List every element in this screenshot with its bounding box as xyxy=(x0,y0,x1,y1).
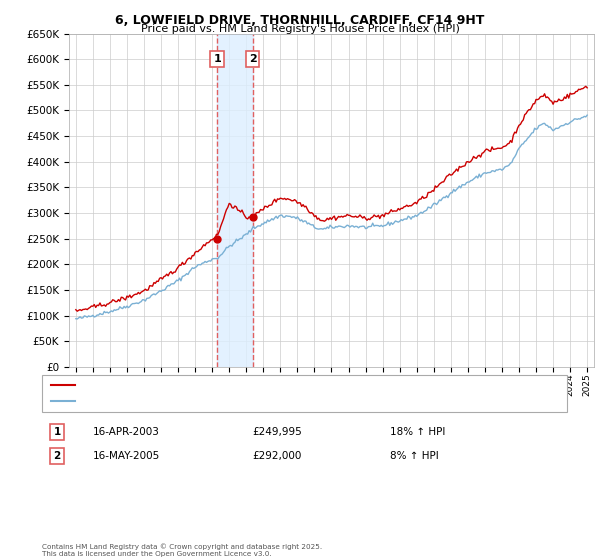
Text: 6, LOWFIELD DRIVE, THORNHILL, CARDIFF, CF14 9HT (detached house): 6, LOWFIELD DRIVE, THORNHILL, CARDIFF, C… xyxy=(80,381,400,390)
Text: 16-MAY-2005: 16-MAY-2005 xyxy=(93,451,160,461)
Bar xyxy=(217,34,253,367)
Text: £249,995: £249,995 xyxy=(252,427,302,437)
Text: 16-APR-2003: 16-APR-2003 xyxy=(93,427,160,437)
Text: 6, LOWFIELD DRIVE, THORNHILL, CARDIFF, CF14 9HT: 6, LOWFIELD DRIVE, THORNHILL, CARDIFF, C… xyxy=(115,14,485,27)
Text: Price paid vs. HM Land Registry's House Price Index (HPI): Price paid vs. HM Land Registry's House … xyxy=(140,24,460,34)
Text: HPI: Average price, detached house, Cardiff: HPI: Average price, detached house, Card… xyxy=(80,397,277,406)
Text: 1: 1 xyxy=(213,54,221,64)
Text: £292,000: £292,000 xyxy=(252,451,301,461)
Text: 2: 2 xyxy=(249,54,257,64)
Text: 18% ↑ HPI: 18% ↑ HPI xyxy=(390,427,445,437)
Text: Contains HM Land Registry data © Crown copyright and database right 2025.
This d: Contains HM Land Registry data © Crown c… xyxy=(42,544,322,557)
Text: 1: 1 xyxy=(53,427,61,437)
Text: 2: 2 xyxy=(53,451,61,461)
Text: 8% ↑ HPI: 8% ↑ HPI xyxy=(390,451,439,461)
